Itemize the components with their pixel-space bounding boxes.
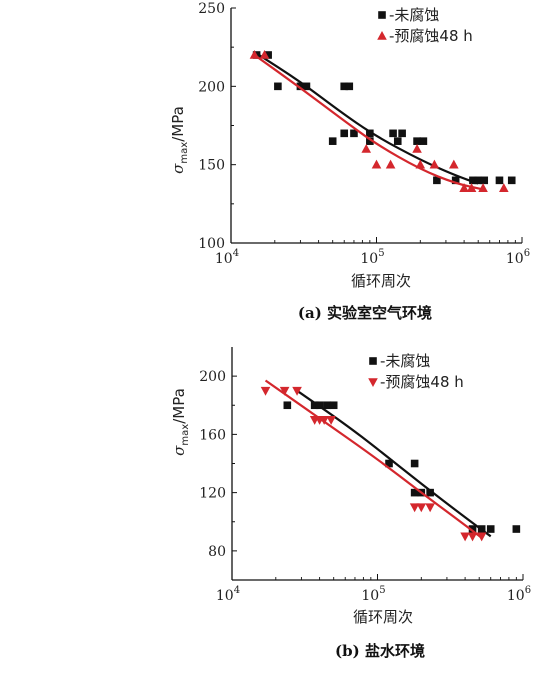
y-tick-label: 200 — [199, 369, 226, 385]
fit-curve-series-1 — [253, 54, 485, 191]
legend-label-series-0: -未腐蚀 — [380, 352, 430, 370]
legend-marker-series-1 — [377, 31, 387, 40]
data-point-series-1 — [415, 159, 426, 169]
y-tick-label: 100 — [198, 236, 225, 252]
data-point-series-0 — [477, 525, 486, 533]
data-point-series-1 — [460, 532, 470, 542]
legend-label-series-1: -预腐蚀48 h — [389, 27, 473, 45]
data-point-series-0 — [310, 401, 319, 410]
data-point-series-0 — [480, 176, 489, 185]
data-point-series-0 — [328, 137, 337, 145]
data-point-series-1 — [361, 144, 372, 153]
data-point-series-0 — [413, 137, 421, 145]
data-point-series-0 — [433, 176, 441, 185]
chart-caption: (a) 实验室空气环境 — [298, 304, 432, 322]
data-point-series-0 — [350, 129, 358, 138]
data-point-series-0 — [468, 525, 477, 533]
data-point-series-0 — [385, 459, 393, 468]
legend-label-series-1: -预腐蚀48 h — [380, 373, 464, 391]
data-point-series-1 — [449, 159, 459, 169]
y-tick-label: 250 — [198, 1, 225, 17]
data-point-series-0 — [495, 176, 504, 185]
data-point-series-0 — [366, 129, 374, 138]
y-tick-label: 160 — [199, 427, 226, 443]
data-point-series-0 — [389, 129, 397, 138]
chart-caption: (b) 盐水环境 — [335, 642, 425, 660]
data-point-series-0 — [451, 176, 460, 185]
data-point-series-1 — [326, 416, 336, 425]
data-point-series-1 — [425, 503, 435, 513]
fit-curve-series-0 — [256, 52, 479, 185]
data-point-series-0 — [366, 137, 374, 145]
data-point-series-0 — [474, 176, 483, 185]
data-point-series-0 — [264, 51, 272, 59]
data-point-series-0 — [323, 401, 331, 410]
legend-marker-series-0 — [378, 11, 386, 19]
data-point-series-1 — [429, 159, 440, 169]
x-tick-label: 105 — [361, 585, 385, 604]
y-tick-label: 150 — [198, 158, 225, 174]
x-axis-label: 循环周次 — [351, 272, 411, 290]
data-point-series-1 — [249, 50, 260, 59]
data-point-series-0 — [296, 82, 305, 91]
x-axis-label: 循环周次 — [353, 608, 413, 626]
data-point-series-1 — [476, 532, 487, 542]
data-point-series-0 — [340, 129, 349, 138]
chart-a-lab-air: 100 150 200 250 104 105 106 循环周次 σmax/MPa -未腐蚀 -预腐… — [169, 1, 530, 322]
data-point-series-1 — [292, 386, 302, 396]
data-point-series-0 — [507, 176, 516, 185]
data-point-series-0 — [512, 525, 521, 533]
y-axis-label: σmax/MPa — [170, 388, 191, 456]
data-point-series-0 — [283, 401, 292, 410]
data-point-series-1 — [409, 503, 420, 513]
data-point-series-0 — [486, 525, 495, 533]
x-tick-label: 106 — [507, 585, 531, 604]
data-point-series-1 — [259, 50, 270, 59]
x-tick-label: 106 — [506, 248, 530, 267]
data-point-series-0 — [393, 137, 402, 145]
y-tick-label: 80 — [208, 544, 226, 560]
data-point-series-0 — [345, 82, 354, 91]
data-point-series-1 — [385, 159, 396, 169]
y-tick-label: 200 — [198, 79, 225, 95]
data-point-series-1 — [499, 183, 509, 192]
legend-marker-series-1 — [368, 378, 378, 387]
data-point-series-0 — [302, 82, 311, 91]
data-point-series-1 — [466, 183, 477, 192]
data-point-series-1 — [260, 386, 271, 396]
data-point-series-0 — [398, 129, 406, 138]
data-point-series-1 — [478, 183, 488, 192]
data-point-series-1 — [416, 503, 427, 513]
fit-curve-series-0 — [296, 389, 492, 538]
data-point-series-1 — [319, 416, 329, 425]
data-point-series-0 — [274, 82, 282, 91]
x-tick-label: 105 — [360, 248, 384, 267]
data-point-series-1 — [371, 159, 382, 169]
chart-b-saltwater: 80 120 160 200 104 105 106 循环周次 σmax/MPa -未腐蚀 -预腐蚀… — [170, 347, 531, 660]
fit-curve-series-1 — [264, 379, 483, 539]
x-tick-label: 104 — [215, 248, 239, 267]
legend-label-series-0: -未腐蚀 — [389, 6, 439, 24]
data-point-series-1 — [467, 532, 478, 542]
data-point-series-0 — [469, 176, 477, 185]
data-point-series-0 — [315, 401, 324, 410]
data-point-series-0 — [410, 488, 419, 497]
data-point-series-0 — [410, 459, 419, 468]
data-point-series-0 — [419, 137, 428, 145]
data-point-series-0 — [340, 82, 349, 91]
data-point-series-0 — [426, 488, 434, 497]
y-axis-label: σmax/MPa — [169, 106, 190, 174]
data-point-series-0 — [329, 401, 338, 410]
legend-marker-series-0 — [369, 357, 377, 365]
data-point-series-1 — [459, 183, 469, 192]
y-tick-label: 120 — [199, 486, 226, 502]
data-point-series-1 — [412, 144, 422, 153]
x-tick-label: 104 — [216, 585, 240, 604]
data-point-series-1 — [279, 386, 290, 396]
